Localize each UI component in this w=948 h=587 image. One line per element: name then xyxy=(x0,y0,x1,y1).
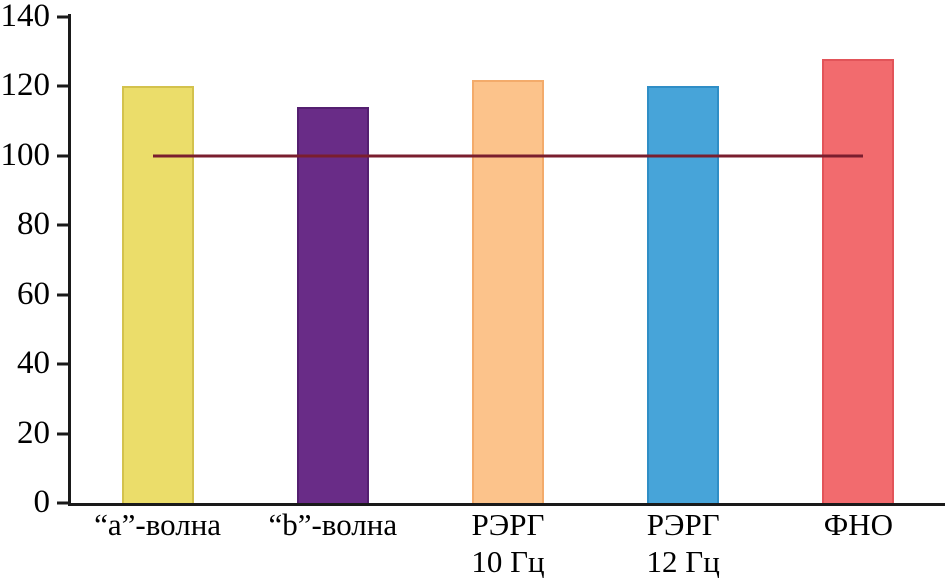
y-tick-mark xyxy=(57,362,68,366)
x-category-label-2: “b”-волна xyxy=(268,506,397,543)
x-category-label-line: “a”-волна xyxy=(94,507,222,542)
x-category-label-line: 10 Гц xyxy=(471,544,545,579)
bar-1 xyxy=(121,86,194,503)
x-axis-labels: “a”-волна “b”-волна РЭРГ 10 Гц РЭРГ 12 Гц ФНО xyxy=(70,506,946,586)
y-tick-label: 0 xyxy=(33,483,51,520)
x-category-label-4: РЭРГ 12 Гц xyxy=(647,506,720,580)
y-tick-label: 140 xyxy=(0,0,51,34)
y-tick-label: 100 xyxy=(0,136,51,173)
y-tick-label: 80 xyxy=(17,206,50,243)
reference-line xyxy=(152,154,864,158)
x-category-label-3: РЭРГ 10 Гц xyxy=(471,506,544,580)
y-tick-label: 40 xyxy=(17,344,50,381)
bar-4 xyxy=(647,86,720,503)
x-category-label-1: “a”-волна xyxy=(94,506,221,543)
y-axis: 0 20 40 60 80 100 120 140 xyxy=(0,0,70,518)
y-tick-label: 60 xyxy=(17,275,50,312)
x-category-label-line: ФНО xyxy=(823,507,894,542)
bar-2 xyxy=(296,107,369,503)
y-tick-label: 120 xyxy=(0,67,51,104)
bar-5 xyxy=(822,58,895,503)
y-tick-mark xyxy=(57,293,68,297)
x-axis-line xyxy=(68,503,945,506)
y-tick-mark xyxy=(57,15,68,19)
x-category-label-line: “b”-волна xyxy=(268,507,398,542)
x-category-label-line: 12 Гц xyxy=(646,544,720,579)
y-axis-line xyxy=(68,14,71,506)
y-tick-label: 20 xyxy=(17,414,50,451)
bar-3 xyxy=(472,79,544,503)
y-tick-mark xyxy=(57,84,68,88)
x-category-label-line: РЭРГ xyxy=(646,507,720,542)
y-tick-mark xyxy=(57,223,68,227)
y-tick-mark xyxy=(57,432,68,436)
x-category-label-line: РЭРГ xyxy=(471,507,545,542)
y-tick-mark xyxy=(57,154,68,158)
plot-area xyxy=(70,17,946,503)
y-tick-mark xyxy=(57,501,68,505)
x-category-label-5: ФНО xyxy=(824,506,893,543)
